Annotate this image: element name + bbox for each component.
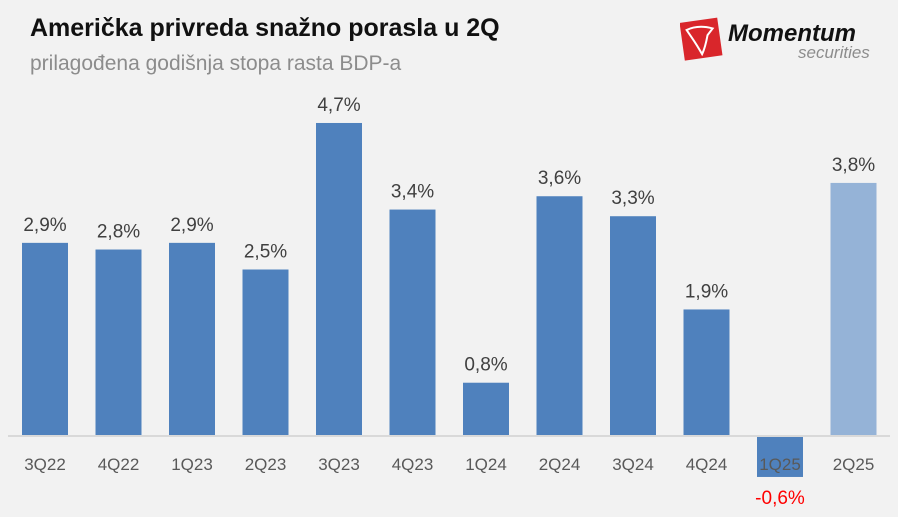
data-label: 3,3% [611,188,654,209]
data-label: 2,9% [170,215,213,236]
x-tick-label: 1Q25 [759,455,801,474]
chart-title: Američka privreda snažno porasla u 2Q [30,14,500,42]
x-tick-label: 4Q24 [686,455,728,474]
data-label: 4,7% [317,95,360,116]
bar-1Q24 [463,382,509,436]
x-tick-label: 1Q24 [465,455,507,474]
data-label: 1,9% [685,281,728,302]
x-tick-label: 2Q23 [245,455,287,474]
x-tick-label: 2Q25 [833,455,875,474]
x-tick-label: 4Q23 [392,455,434,474]
momentum-logo: Momentum securities [680,17,870,62]
data-label: 3,6% [538,168,581,189]
data-label: 3,8% [832,155,875,176]
bar-2Q24 [536,196,583,436]
data-label: 2,5% [244,242,287,263]
x-tick-label: 4Q22 [98,455,140,474]
data-label: -0,6% [755,488,805,509]
bar-3Q23 [316,122,362,436]
x-tick-label: 1Q23 [171,455,213,474]
bar-4Q22 [95,249,142,436]
bar-3Q24 [610,216,656,436]
data-label: 2,8% [97,222,140,243]
data-label: 3,4% [391,182,434,203]
bar-2Q23 [242,269,289,436]
x-tick-label: 3Q23 [318,455,360,474]
bar-4Q23 [389,209,436,436]
bar-4Q24 [683,309,730,436]
x-tick-label: 2Q24 [539,455,581,474]
bar-3Q22 [22,242,68,436]
bar-1Q23 [169,242,215,436]
chart-subtitle: prilagođena godišnja stopa rasta BDP-a [30,52,402,75]
logo-subtext: securities [798,43,870,62]
data-label: 0,8% [464,355,507,376]
bar-1Q25 [757,437,803,477]
x-tick-label: 3Q22 [24,455,66,474]
logo-text: Momentum [728,20,856,47]
bar-2Q25 [830,182,877,436]
x-tick-label: 3Q24 [612,455,654,474]
data-label: 2,9% [23,215,66,236]
